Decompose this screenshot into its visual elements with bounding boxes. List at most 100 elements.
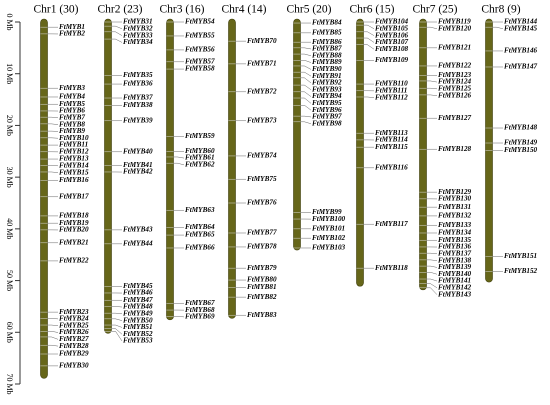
gene-label: FtMYB13 [59,155,89,163]
gene-connector [111,306,123,308]
gene-connector [173,316,185,318]
gene-label: FtMYB92 [312,79,342,87]
gene-label: FtMYB122 [438,62,472,70]
gene-label: FtMYB82 [247,293,277,301]
gene-label: FtMYB94 [312,92,342,100]
gene-label: FtMYB70 [247,37,277,45]
gene-label: FtMYB60 [185,147,215,155]
gene-label: FtMYB1 [59,23,85,31]
gene-connector [426,94,438,96]
gene-connector [111,31,123,36]
gene-label: FtMYB4 [59,93,85,101]
gene-label: FtMYB57 [185,57,215,65]
gene-label: FtMYB2 [59,30,85,38]
gene-label: FtMYB105 [375,24,409,32]
gene-label: FtMYB74 [247,152,277,160]
gene-connector [492,26,504,30]
gene-label: FtMYB76 [247,199,277,207]
gene-label: FtMYB106 [375,31,409,39]
gene-connector [426,265,438,268]
gene-label: FtMYB78 [247,243,277,251]
gene-label: FtMYB133 [438,221,472,229]
gene-label: FtMYB87 [312,45,342,53]
gene-connector [363,24,375,30]
gene-connector [47,116,59,119]
gene-label: FtMYB134 [438,229,472,237]
gene-label: FtMYB77 [247,229,277,237]
gene-label: FtMYB49 [123,309,153,317]
gene-label: FtMYB71 [247,60,277,68]
gene-label: FtMYB79 [247,264,277,272]
gene-label: FtMYB27 [59,335,89,343]
gene-label: FtMYB43 [123,226,153,234]
gene-label: FtMYB135 [438,236,472,244]
gene-label: FtMYB111 [375,87,407,95]
gene-connector [111,324,123,328]
gene-connector [363,44,375,50]
gene-label: FtMYB18 [59,212,89,220]
gene-connector [300,53,312,57]
gene-connector [363,37,375,43]
gene-connector [426,283,438,289]
gene-label: FtMYB53 [123,337,153,345]
gene-label: FtMYB138 [438,256,472,264]
gene-label: FtMYB81 [247,283,277,291]
gene-label: FtMYB37 [123,94,153,102]
gene-label: FtMYB11 [59,141,88,149]
gene-label: FtMYB63 [185,206,215,214]
gene-label: FtMYB28 [59,342,89,350]
gene-label: FtMYB48 [123,303,153,311]
gene-label: FtMYB121 [438,44,471,52]
gene-label: FtMYB20 [59,226,89,234]
gene-connector [173,156,185,159]
gene-connector [426,87,438,90]
gene-connector [300,84,312,90]
gene-label: FtMYB8 [59,120,85,128]
gene-label: FtMYB59 [185,132,215,140]
gene-label: FtMYB101 [312,225,345,233]
gene-label: FtMYB39 [123,116,153,124]
gene-label: FtMYB17 [59,192,89,200]
gene-label: FtMYB55 [185,32,215,40]
gene-label: FtMYB98 [312,119,342,127]
gene-label: FtMYB141 [438,277,471,285]
gene-label: FtMYB46 [123,289,153,297]
gene-label: FtMYB93 [312,85,342,93]
gene-label: FtMYB14 [59,161,89,169]
gene-label: FtMYB61 [185,154,215,162]
gene-label: FtMYB139 [438,263,472,271]
gene-label: FtMYB132 [438,212,472,220]
gene-label: FtMYB137 [438,249,472,257]
gene-label: FtMYB96 [312,106,342,114]
gene-label: FtMYB25 [59,321,89,329]
gene-label: FtMYB115 [375,143,408,151]
gene-label: FtMYB86 [312,38,342,46]
gene-connector [300,60,312,63]
gene-connector [111,25,123,30]
gene-label: FtMYB45 [123,282,153,290]
gene-connector [426,26,438,30]
gene-label: FtMYB142 [438,283,472,291]
chromosome-name: Chr1 (30) [33,4,78,16]
gene-label: FtMYB118 [375,264,408,272]
gene-label: FtMYB108 [375,45,409,53]
scale-tick-label: 0 Mb [5,13,14,30]
chromosome-name: Chr2 (23) [97,4,142,16]
gene-label: FtMYB36 [123,80,153,88]
gene-connector [300,115,312,118]
gene-label: FtMYB109 [375,56,409,64]
gene-label: FtMYB123 [438,71,472,79]
gene-label: FtMYB85 [312,29,342,37]
gene-label: FtMYB117 [375,220,408,228]
gene-connector [47,164,59,167]
gene-label: FtMYB75 [247,175,277,183]
gene-label: FtMYB47 [123,296,153,304]
chromosome-name: Chr8 (9) [481,4,520,16]
gene-connector [426,278,438,282]
gene-label: FtMYB24 [59,315,89,323]
gene-label: FtMYB56 [185,46,215,54]
gene-label: FtMYB131 [438,203,471,211]
gene-connector [300,71,312,77]
gene-connector [173,162,185,166]
